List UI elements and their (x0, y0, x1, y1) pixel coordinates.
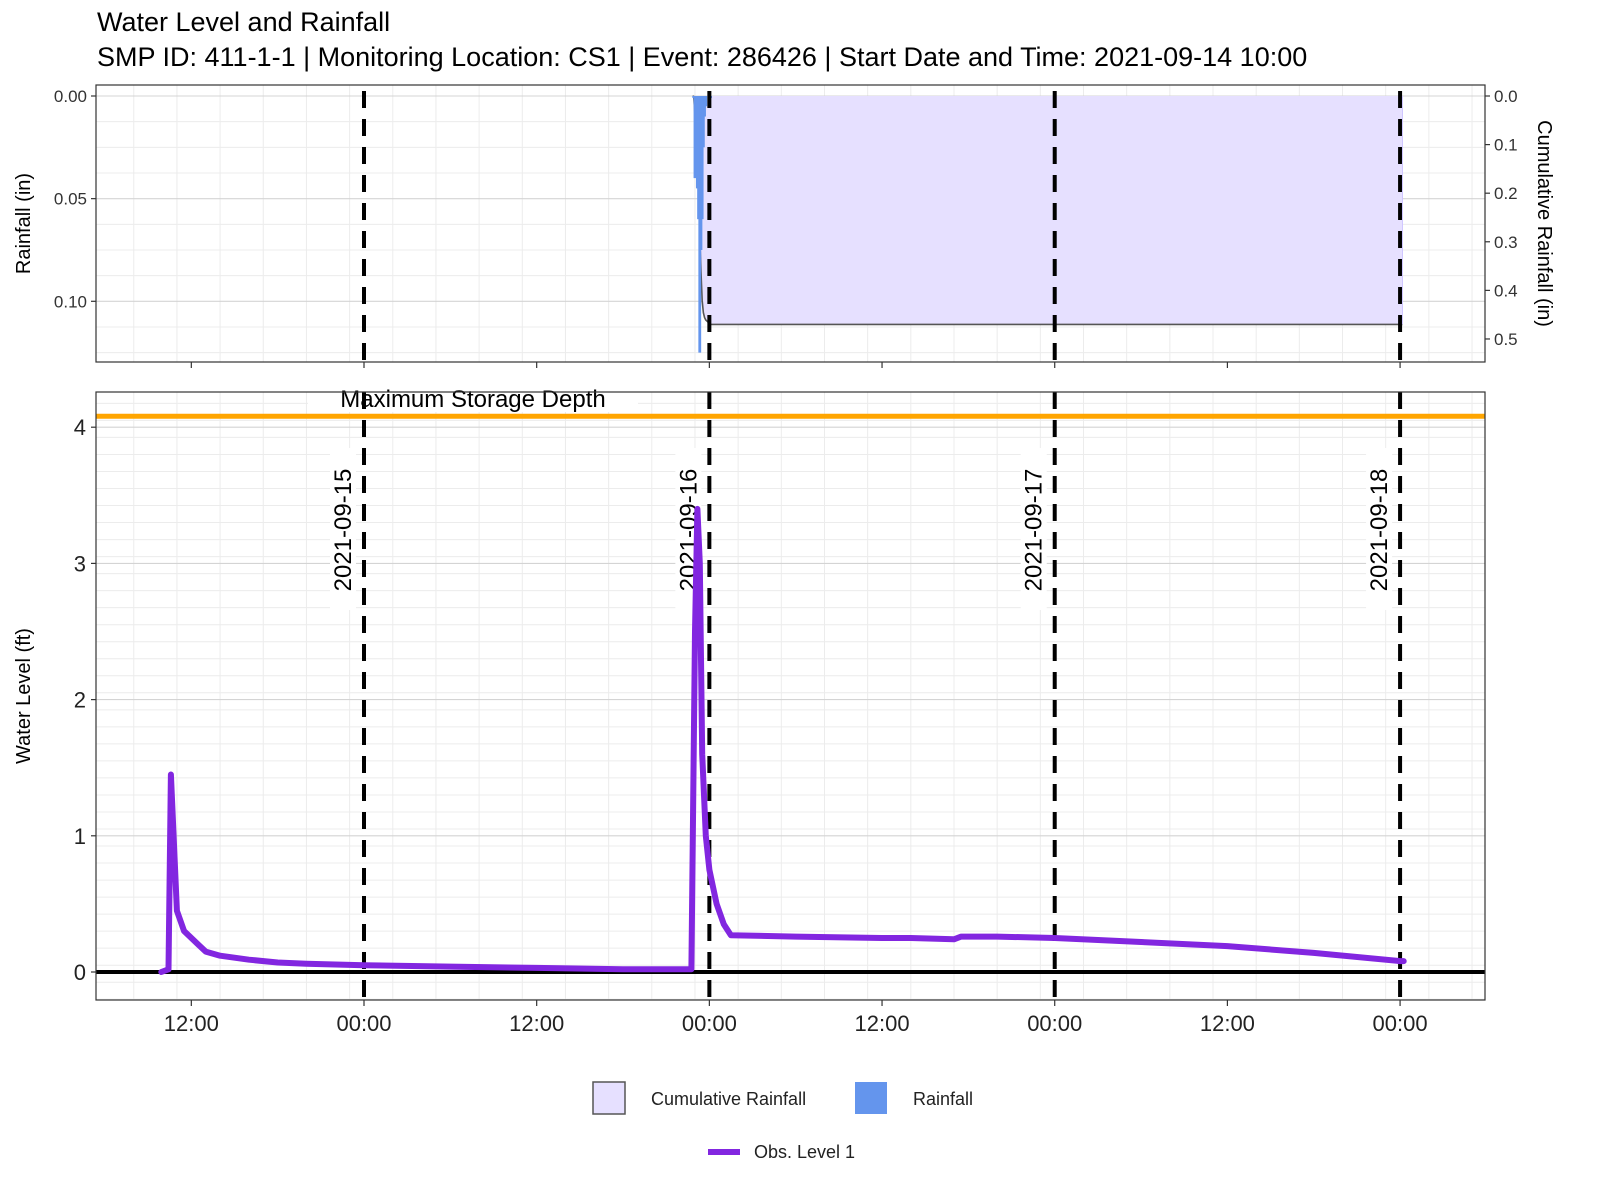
day-marker-labels: 2021-09-15 2021-09-16 2021-09-17 2021-09-18 (330, 448, 1393, 610)
legend: Cumulative Rainfall Rainfall Obs. Level … (592, 1081, 973, 1162)
day-marker-label-bg (1366, 448, 1393, 610)
rainfall-bar (701, 96, 705, 148)
rainfall-left-axis: 0.00 0.05 0.10 (54, 87, 96, 311)
water-level-tick-label: 2 (74, 688, 86, 713)
x-tick-label: 12:00 (855, 1011, 910, 1036)
rainfall-bars (692, 96, 712, 353)
x-tick-label: 00:00 (682, 1011, 737, 1036)
cumulative-tick-label: 0.2 (1494, 184, 1518, 203)
water-level-day-markers (362, 392, 1403, 1000)
water-level-tick-label: 0 (74, 960, 86, 985)
day-marker-label-group: 2021-09-17 (1020, 448, 1048, 610)
obs-level-1-line (158, 505, 1407, 975)
day-marker-label: 2021-09-15 (330, 469, 357, 592)
water-level-tick-label: 3 (74, 551, 86, 576)
cumulative-rainfall-axis-label: Cumulative Rainfall (in) (1533, 120, 1555, 327)
rainfall-axis-label: Rainfall (in) (13, 173, 35, 274)
legend-swatch-rainfall (855, 1082, 887, 1114)
water-level-panel: Maximum Storage Depth 2021-09-15 2021-09-… (13, 386, 1486, 1036)
chart-titles: Water Level and Rainfall SMP ID: 411-1-1… (97, 7, 1307, 72)
rainfall-bar (704, 96, 708, 107)
x-tick-label: 12:00 (1200, 1011, 1255, 1036)
rainfall-tick-label: 0.10 (54, 292, 87, 311)
max-storage-depth-label: Maximum Storage Depth (340, 386, 605, 413)
cumulative-tick-label: 0.0 (1494, 87, 1518, 106)
day-marker-label: 2021-09-17 (1021, 469, 1048, 592)
water-level-tick-label: 1 (74, 824, 86, 849)
chart-subtitle: SMP ID: 411-1-1 | Monitoring Location: C… (97, 42, 1307, 72)
water-level-panel-border (95, 391, 1486, 1001)
legend-swatch-cumulative-rainfall (592, 1081, 626, 1115)
legend-label-obs-level-1: Obs. Level 1 (754, 1142, 855, 1162)
cumulative-tick-label: 0.3 (1494, 233, 1518, 252)
water-level-axis-label: Water Level (ft) (13, 628, 35, 764)
rainfall-tick-label: 0.05 (54, 190, 87, 209)
water-level-tick-label: 4 (74, 415, 86, 440)
day-marker-label-group: 2021-09-18 (1366, 448, 1393, 610)
rainfall-bar (693, 96, 697, 179)
rainfall-panel: 0.00 0.05 0.10 0.0 0.1 0.2 0.3 0.4 0.5 Rainfall… (13, 84, 1555, 368)
day-marker-label-group: 2021-09-15 (330, 448, 357, 610)
cumulative-right-axis: 0.0 0.1 0.2 0.3 0.4 0.5 (1485, 87, 1518, 349)
x-tick-label: 00:00 (1373, 1011, 1428, 1036)
day-marker-label-bg (1020, 448, 1047, 610)
water-level-grid (96, 392, 1485, 1000)
water-level-y-axis: 0 1 2 3 4 (74, 415, 96, 985)
rainfall-bar (700, 96, 704, 220)
x-tick-label: 00:00 (336, 1011, 391, 1036)
time-x-axis: 12:00 00:00 12:00 00:00 12:00 00:00 12:00 00:00 (164, 1000, 1428, 1036)
cumulative-rainfall-area (692, 96, 1403, 325)
x-tick-label: 12:00 (509, 1011, 564, 1036)
rainfall-x-ticks (190, 362, 1401, 368)
day-marker-label-bg (330, 448, 356, 610)
legend-label-cumulative-rainfall: Cumulative Rainfall (651, 1089, 806, 1109)
rainfall-day-markers (362, 91, 1403, 362)
x-tick-label: 00:00 (1027, 1011, 1082, 1036)
cumulative-tick-label: 0.1 (1494, 136, 1518, 155)
legend-label-rainfall: Rainfall (913, 1089, 973, 1109)
day-marker-label: 2021-09-18 (1366, 469, 1393, 592)
rainfall-panel-border (95, 84, 1486, 363)
rainfall-tick-label: 0.00 (54, 87, 87, 106)
cumulative-tick-label: 0.5 (1494, 330, 1518, 349)
x-tick-label: 12:00 (164, 1011, 219, 1036)
cumulative-tick-label: 0.4 (1494, 281, 1518, 300)
chart-title: Water Level and Rainfall (97, 7, 390, 37)
